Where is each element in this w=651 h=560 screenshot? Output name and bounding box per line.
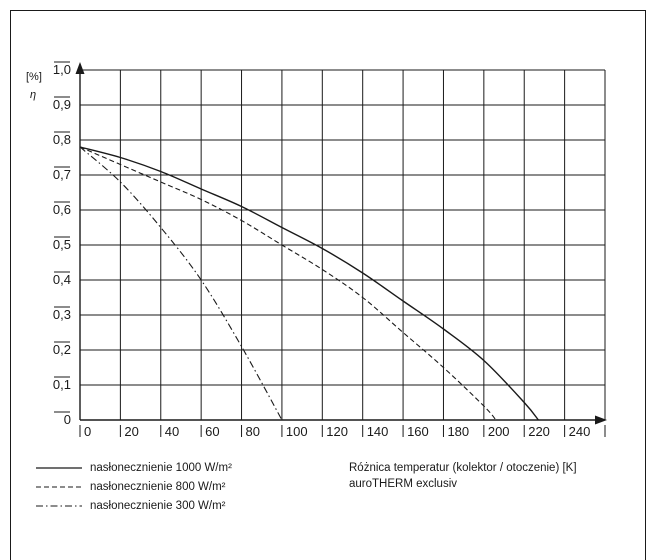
legend-item: nasłonecznienie 1000 W/m² [36,458,232,477]
y-tick-label: 0 [64,412,71,427]
legend-label: nasłonecznienie 1000 W/m² [90,461,232,474]
x-tick-label: 240 [569,424,591,439]
legend-item: nasłonecznienie 800 W/m² [36,477,232,496]
legend-item: nasłonecznienie 300 W/m² [36,496,232,515]
y-tick-label: 0,1 [53,377,71,392]
x-tick-label: 200 [488,424,510,439]
y-tick-label: 0,6 [53,202,71,217]
x-tick-label: 60 [205,424,219,439]
x-axis-arrow [595,415,607,425]
x-tick-label: 140 [367,424,389,439]
x-axis-label: Różnica temperatur (kolektor / otoczenie… [349,462,577,474]
legend-label: nasłonecznienie 300 W/m² [90,499,226,512]
y-tick-label: 0,2 [53,342,71,357]
figure-frame [10,10,646,560]
y-tick-label: 0,3 [53,307,71,322]
legend-swatch-dashdot [36,504,82,507]
series-line-dashdot [79,146,283,421]
chart-caption: auroTHERM exclusiv [349,478,457,490]
legend: nasłonecznienie 1000 W/m² nasłonecznieni… [36,458,232,515]
y-symbol-label: η [30,89,36,101]
y-tick-label: 0,8 [53,132,71,147]
x-tick-label: 220 [528,424,550,439]
x-tick-label: 120 [326,424,348,439]
x-tick-label: 40 [165,424,179,439]
y-tick-label: 0,4 [53,272,71,287]
x-axis-caption: Różnica temperatur (kolektor / otoczenie… [349,460,577,492]
y-tick-label: 1,0 [53,62,71,77]
series-line-solid [79,146,539,421]
x-tick-label: 180 [447,424,469,439]
y-unit-label: [%] [26,71,42,83]
legend-label: nasłonecznienie 800 W/m² [90,480,226,493]
series-group [79,146,539,421]
x-tick-label: 100 [286,424,308,439]
legend-swatch-dashed [36,485,82,488]
efficiency-chart: 0 20 40 60 80 100 120 140 160 180 200 220 240 0 0,1 0,2… [26,61,607,439]
x-tick-label: 20 [124,424,138,439]
tick-labels: 0 20 40 60 80 100 120 140 160 180 200 220 240 0 0,1 0,2… [53,61,606,439]
axes [75,62,607,425]
legend-swatch-solid [36,466,82,469]
series-line-dashed [79,146,497,421]
x-tick-label: 80 [246,424,260,439]
x-tick-label: 0 [84,424,91,439]
x-tick-label: 160 [407,424,429,439]
y-tick-label: 0,9 [53,97,71,112]
y-tick-label: 0,5 [53,237,71,252]
y-axis-arrow [75,62,85,74]
y-tick-label: 0,7 [53,167,71,182]
grid [80,69,606,420]
